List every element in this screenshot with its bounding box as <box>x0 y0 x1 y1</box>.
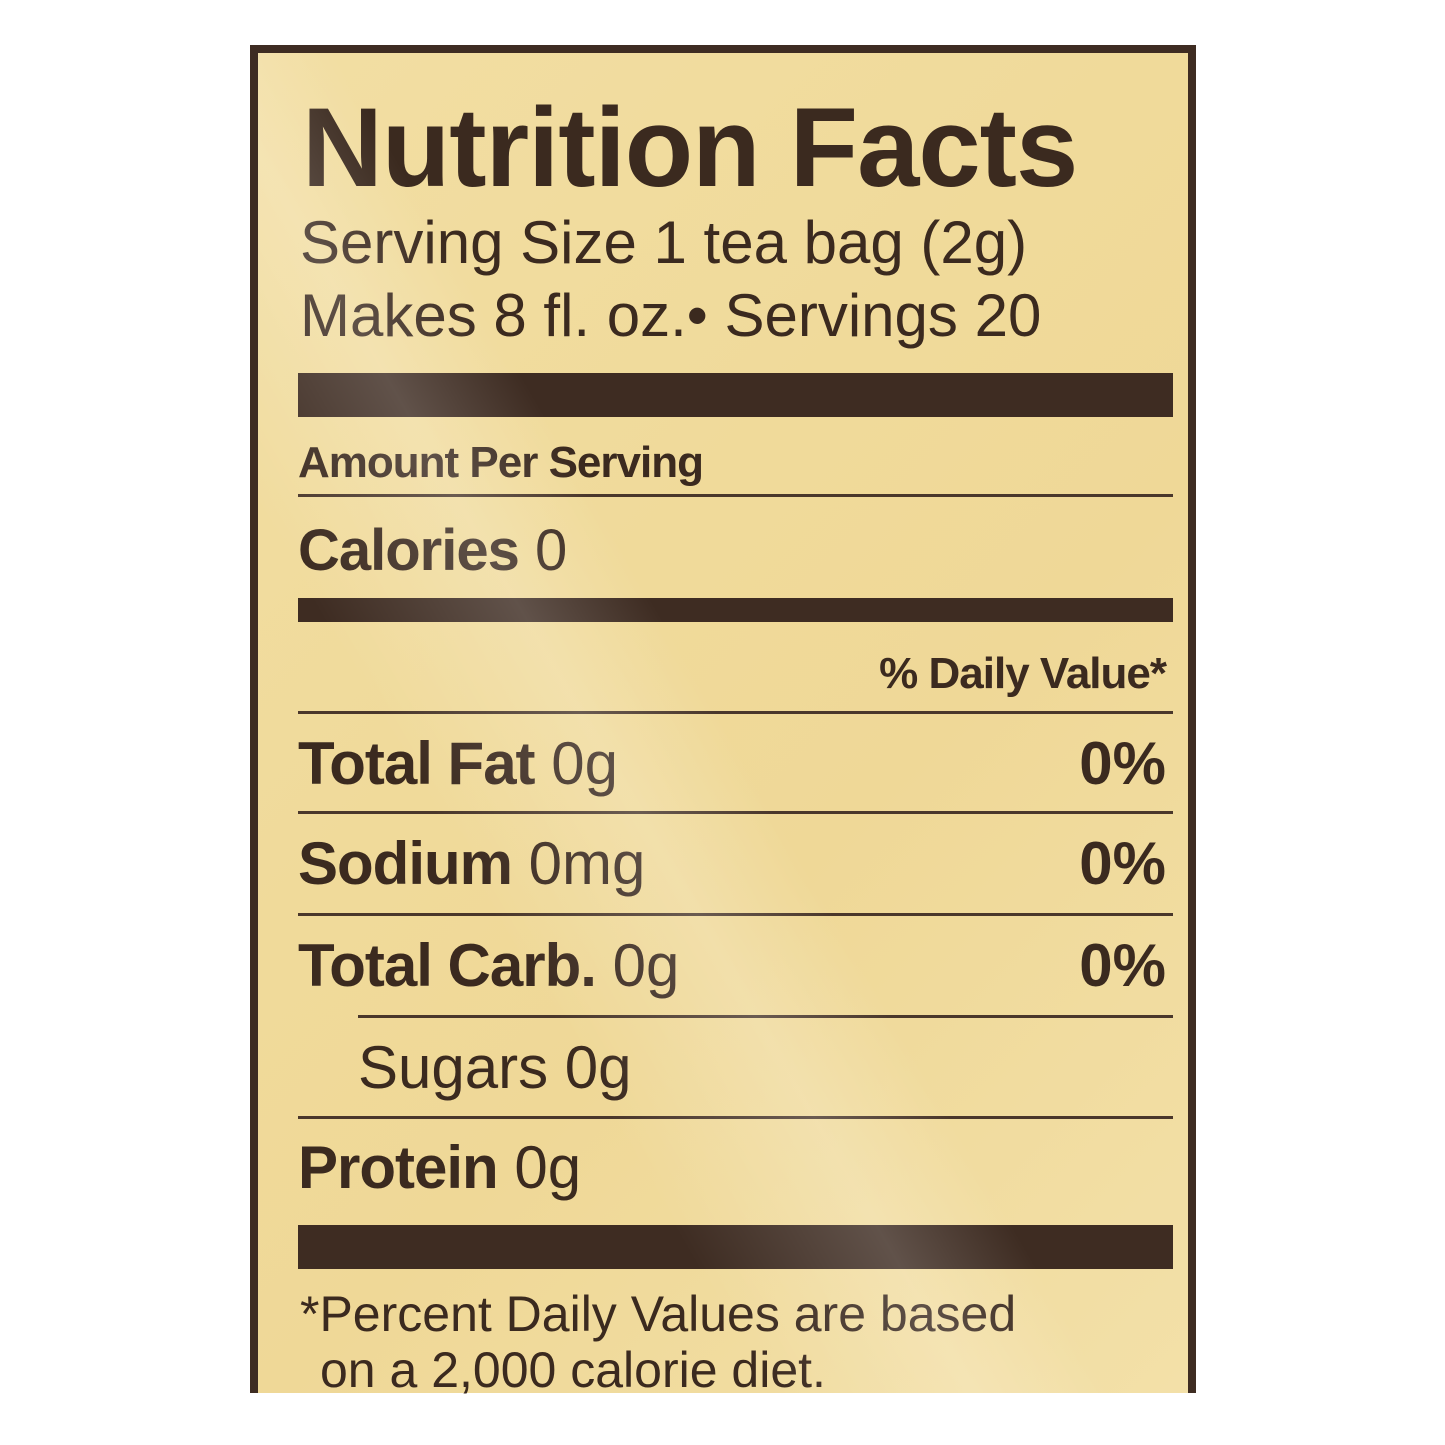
amount-per-serving: Amount Per Serving <box>298 438 704 487</box>
nutrient-amount: 0g <box>612 932 680 999</box>
nutrient-amount: 0mg <box>528 830 646 897</box>
footnote-line-1: *Percent Daily Values are based <box>300 1286 1017 1342</box>
nutrient-label: Sodium <box>298 830 513 897</box>
nutrient-amount: 0g <box>564 1034 632 1101</box>
divider <box>298 913 1173 916</box>
divider <box>298 711 1173 714</box>
nutrient-row-sodium: Sodium 0mg 0% <box>298 829 1166 899</box>
nutrient-label: Total Fat <box>298 730 536 797</box>
nutrient-label: Sugars <box>358 1034 549 1101</box>
serving-size: Serving Size 1 tea bag (2g) <box>300 209 1028 276</box>
nutrient-row-total-carb: Total Carb. 0g 0% <box>298 931 1166 1001</box>
servings-info: Makes 8 fl. oz.• Servings 20 <box>300 282 1042 349</box>
nutrient-amount: 0g <box>551 730 618 797</box>
nutrient-dv: 0% <box>1079 830 1166 897</box>
calories-row: Calories 0 <box>298 517 567 584</box>
nutrient-dv: 0% <box>1079 932 1166 999</box>
nutrient-amount: 0g <box>514 1134 582 1201</box>
nutrient-dv: 0% <box>1079 730 1166 797</box>
label-title: Nutrition Facts <box>302 85 1078 210</box>
calories-label: Calories <box>298 518 520 583</box>
nutrient-label: Protein <box>298 1134 499 1201</box>
divider <box>298 811 1173 814</box>
daily-value-header: % Daily Value* <box>879 649 1167 698</box>
nutrient-label: Total Carb. <box>298 932 597 999</box>
calories-value: 0 <box>535 518 568 583</box>
nutrition-facts-label: Nutrition Facts Serving Size 1 tea bag (… <box>250 45 1196 1398</box>
nutrient-row-sugars: Sugars 0g <box>358 1033 1166 1103</box>
thick-divider <box>298 1225 1173 1269</box>
divider <box>298 494 1173 497</box>
divider <box>298 1116 1173 1119</box>
divider <box>358 1015 1173 1018</box>
nutrient-row-protein: Protein 0g <box>298 1133 1166 1203</box>
medium-divider <box>298 598 1173 622</box>
footnote-line-2: on a 2,000 calorie diet. <box>320 1342 826 1398</box>
thick-divider <box>298 373 1173 417</box>
nutrient-row-total-fat: Total Fat 0g 0% <box>298 729 1166 799</box>
